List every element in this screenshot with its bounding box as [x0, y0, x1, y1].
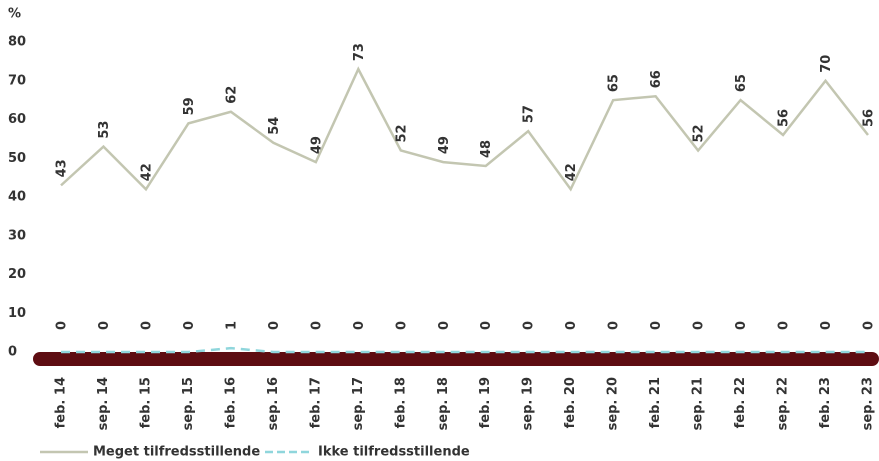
x-tick-label: sep. 19: [521, 377, 536, 430]
data-label: 0: [564, 321, 579, 330]
data-label: 0: [819, 321, 834, 330]
x-tick-label: sep. 22: [776, 377, 791, 430]
data-label: 0: [437, 321, 452, 330]
y-tick-label: 40: [8, 190, 26, 205]
data-label: 49: [309, 136, 324, 154]
data-label: 56: [777, 109, 792, 127]
data-label: 0: [182, 321, 197, 330]
y-tick-label: 60: [8, 112, 26, 127]
y-tick-label: 20: [8, 267, 26, 282]
x-tick-label: feb. 18: [393, 377, 408, 428]
x-tick-label: sep. 23: [861, 377, 876, 430]
x-tick-label: sep. 15: [181, 377, 196, 430]
x-tick-label: feb. 14: [54, 377, 69, 428]
data-label: 0: [267, 321, 282, 330]
x-tick-label: feb. 20: [563, 377, 578, 428]
y-unit-label: %: [8, 7, 21, 22]
data-label: 0: [394, 321, 409, 330]
data-label: 0: [862, 321, 877, 330]
y-tick-label: 50: [8, 151, 26, 166]
data-label: 62: [224, 86, 239, 104]
x-tick-label: sep. 17: [351, 377, 366, 430]
x-tick-label: feb. 21: [648, 377, 663, 428]
data-label: 53: [97, 121, 112, 139]
x-tick-label: feb. 22: [733, 377, 748, 428]
data-label: 73: [352, 43, 367, 61]
data-label: 0: [522, 321, 537, 330]
x-tick-label: feb. 17: [308, 377, 323, 428]
data-label: 1: [224, 321, 239, 330]
data-label: 70: [819, 55, 834, 73]
data-label: 52: [692, 124, 707, 142]
x-tick-label: feb. 19: [478, 377, 493, 428]
data-label: 42: [139, 163, 154, 181]
legend-label: Meget tilfredsstillende: [93, 445, 260, 460]
x-tick-label: sep. 21: [691, 377, 706, 430]
data-label: 42: [564, 163, 579, 181]
data-label: 0: [607, 321, 622, 330]
data-label: 0: [139, 321, 154, 330]
data-label: 0: [97, 321, 112, 330]
data-label: 0: [352, 321, 367, 330]
legend-label: Ikke tilfredsstillende: [318, 445, 470, 460]
data-label: 59: [182, 97, 197, 115]
y-tick-label: 30: [8, 228, 26, 243]
y-tick-label: 10: [8, 306, 26, 321]
data-label: 0: [309, 321, 324, 330]
data-label: 49: [437, 136, 452, 154]
data-label: 0: [55, 321, 70, 330]
data-label: 56: [862, 109, 877, 127]
data-label: 66: [649, 70, 664, 88]
data-label: 0: [649, 321, 664, 330]
series-line: [61, 346, 868, 354]
data-label: 57: [522, 105, 537, 123]
data-label: 0: [777, 321, 792, 330]
x-tick-label: feb. 16: [223, 377, 238, 428]
x-tick-label: feb. 15: [138, 377, 153, 428]
x-tick-label: feb. 23: [818, 377, 833, 428]
data-label: 0: [692, 321, 707, 330]
x-tick-label: sep. 18: [436, 377, 451, 430]
x-tick-label: sep. 14: [96, 377, 111, 430]
data-label: 48: [479, 140, 494, 158]
data-label: 43: [55, 159, 70, 177]
data-label: 0: [479, 321, 494, 330]
series-line: [60, 66, 869, 192]
y-tick-label: 70: [8, 73, 26, 88]
x-tick-label: sep. 20: [606, 377, 621, 430]
x-tick-label: sep. 16: [266, 377, 281, 430]
data-label: 54: [267, 117, 282, 135]
data-label: 52: [394, 124, 409, 142]
data-label: 65: [607, 74, 622, 92]
y-tick-label: 80: [8, 35, 26, 50]
y-tick-label: 0: [8, 345, 17, 360]
data-label: 0: [734, 321, 749, 330]
data-label: 65: [734, 74, 749, 92]
